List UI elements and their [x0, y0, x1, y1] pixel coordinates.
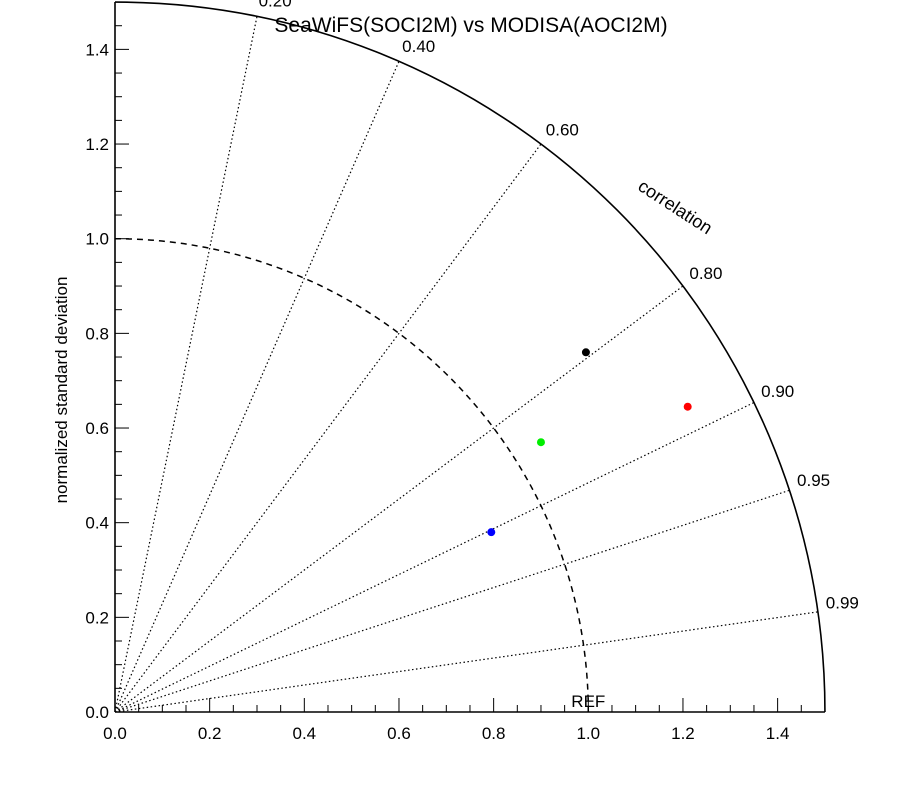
reference-label: REF: [571, 692, 605, 711]
correlation-line: [114, 285, 684, 713]
correlation-line: [114, 143, 542, 713]
y-tick-label: 0.4: [85, 514, 109, 533]
plot-area: 0.0 0.0 0.2 0.2 0.4 0.4 0.6 0.6 0.8 0.8 1.0 1.0 1.2 1…: [85, 0, 859, 743]
chart-title: SeaWiFS(SOCI2M) vs MODISA(AOCI2M): [274, 14, 667, 37]
x-tick-label: 0.0: [103, 724, 127, 743]
x-tick-label: 0.8: [482, 724, 506, 743]
x-tick-label: 0.2: [198, 724, 222, 743]
correlation-line: [114, 401, 755, 713]
reference-arc: [114, 237, 590, 713]
correlation-label: correlation: [635, 176, 716, 239]
y-tick-label: 0.8: [85, 324, 109, 343]
correlation-tick-label: 0.80: [689, 264, 722, 283]
data-point: [581, 348, 590, 357]
correlation-line: [114, 61, 400, 713]
x-tick-label: 1.2: [671, 724, 695, 743]
correlation-tick-label: 0.95: [797, 471, 830, 490]
x-tick-label: 1.4: [766, 724, 790, 743]
correlation-line: [114, 611, 818, 713]
y-tick-label: 0.6: [85, 419, 109, 438]
y-tick-label: 0.0: [85, 703, 109, 722]
y-tick-label: 0.2: [85, 608, 109, 627]
y-tick-label: 1.2: [85, 135, 109, 154]
correlation-tick-label: 0.90: [761, 382, 794, 401]
correlation-line: [114, 489, 790, 713]
correlation-line: [114, 16, 258, 713]
correlation-tick-label: 0.20: [259, 0, 292, 11]
data-point: [683, 402, 692, 411]
outer-arc: [114, 1, 826, 713]
y-tick-label: 1.4: [85, 40, 109, 59]
y-tick-label: 1.0: [85, 230, 109, 249]
x-tick-label: 0.4: [292, 724, 316, 743]
x-tick-label: 1.0: [576, 724, 600, 743]
data-point: [536, 438, 545, 447]
data-point: [487, 528, 496, 537]
correlation-tick-label: 0.60: [546, 121, 579, 140]
y-axis-label: normalized standard deviation: [52, 277, 71, 504]
correlation-tick-label: 0.40: [402, 37, 435, 56]
x-tick-label: 0.6: [387, 724, 411, 743]
correlation-tick-label: 0.99: [826, 594, 859, 613]
